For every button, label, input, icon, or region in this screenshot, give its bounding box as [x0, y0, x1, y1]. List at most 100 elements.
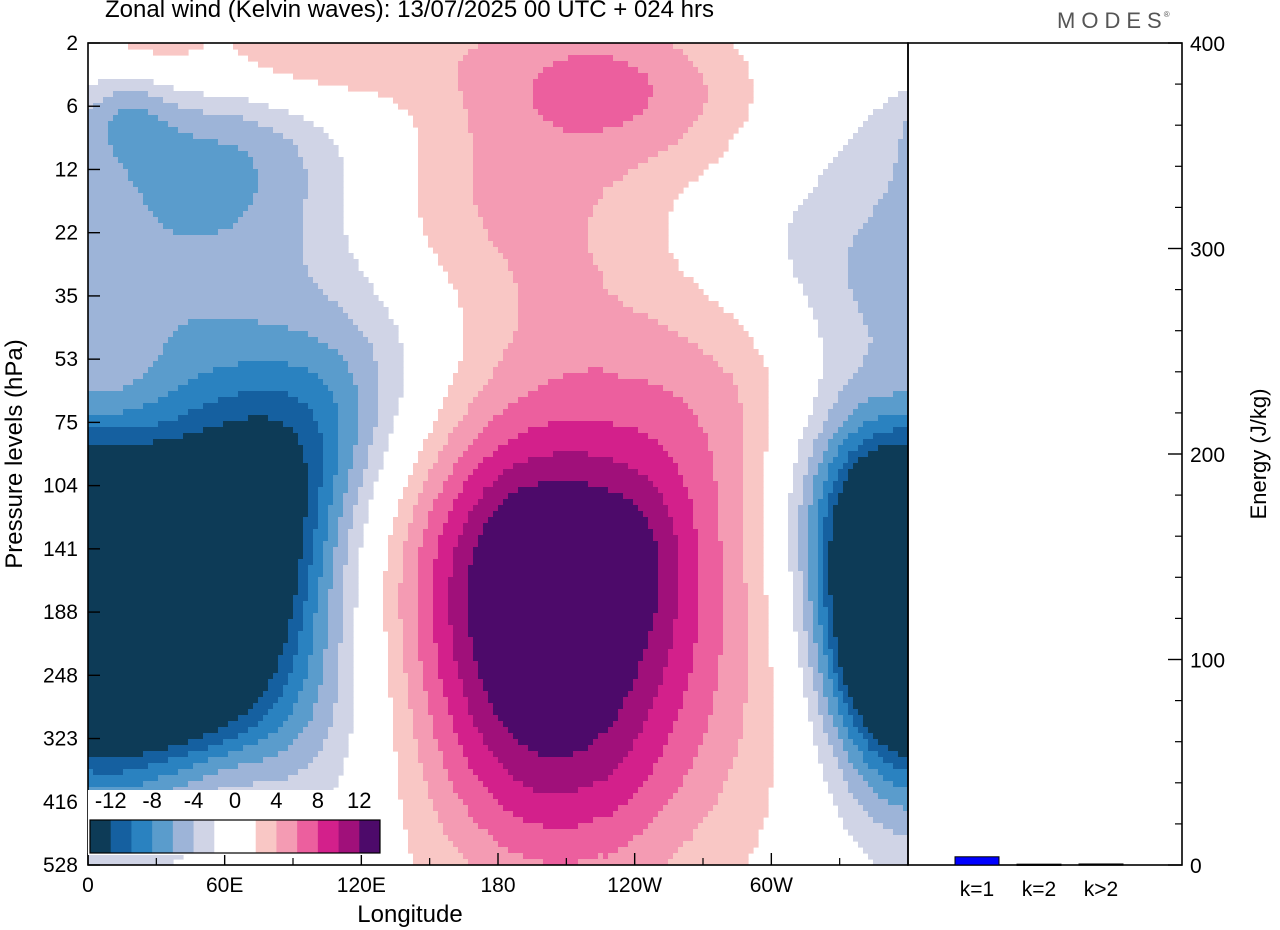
heatmap-cell	[403, 541, 424, 548]
heatmap-cell	[853, 235, 908, 242]
heatmap-cell	[328, 517, 339, 524]
heatmap-cell	[603, 127, 689, 134]
heatmap-cell	[478, 823, 544, 830]
heatmap-cell	[518, 289, 609, 296]
heatmap-cell	[698, 595, 724, 602]
heatmap-cell	[483, 523, 649, 530]
heatmap-cell	[318, 505, 329, 512]
heatmap-cell	[408, 679, 424, 686]
heatmap-cell	[418, 631, 434, 638]
heatmap-cell	[403, 487, 424, 494]
heatmap-cell	[313, 547, 324, 554]
heatmap-cell	[628, 841, 684, 848]
heatmap-cell	[333, 397, 359, 404]
y-axis-label: Pressure levels (hPa)	[1, 339, 28, 568]
heatmap-cell	[828, 619, 834, 626]
heatmap-cell	[438, 667, 459, 674]
heatmap-cell	[698, 583, 724, 590]
heatmap-cell	[303, 529, 314, 536]
colorbar-swatch	[317, 820, 339, 853]
heatmap-cell	[88, 529, 304, 536]
heatmap-cell	[843, 487, 908, 494]
heatmap-cell	[738, 391, 769, 398]
heatmap-cell	[348, 481, 364, 488]
heatmap-cell	[823, 601, 834, 608]
heatmap-cell	[808, 301, 859, 308]
heatmap-cell	[88, 421, 159, 428]
heatmap-cell	[688, 403, 744, 410]
heatmap-cell	[438, 451, 464, 458]
heatmap-cell	[88, 235, 304, 242]
heatmap-cell	[873, 337, 908, 344]
heatmap-cell	[333, 487, 349, 494]
heatmap-cell	[353, 445, 369, 452]
heatmap-cell	[873, 817, 908, 824]
heatmap-cell	[463, 745, 489, 752]
heatmap-cell	[693, 499, 719, 506]
heatmap-cell	[818, 529, 824, 536]
heatmap-cell	[303, 205, 344, 212]
heatmap-cell	[678, 469, 714, 476]
heatmap-cell	[703, 79, 754, 86]
heatmap-cell	[803, 589, 809, 596]
heatmap-cell	[483, 493, 509, 500]
heatmap-cell	[313, 649, 324, 656]
heatmap-cell	[413, 721, 434, 728]
heatmap-cell	[453, 505, 474, 512]
heatmap-cell	[293, 595, 309, 602]
heatmap-cell	[658, 565, 679, 572]
heatmap-cell	[818, 385, 844, 392]
y-tick-label: 6	[66, 95, 78, 118]
heatmap-cell	[623, 493, 664, 500]
heatmap-cell	[438, 811, 469, 818]
heatmap-cell	[538, 385, 664, 392]
heatmap-cell	[863, 715, 908, 722]
heatmap-cell	[318, 499, 334, 506]
heatmap-cell	[498, 361, 719, 368]
heatmap-cell	[713, 457, 744, 464]
heatmap-cell	[553, 451, 589, 458]
heatmap-cell	[813, 667, 819, 674]
heatmap-cell	[288, 715, 314, 722]
heatmap-cell	[318, 607, 329, 614]
heatmap-cell	[723, 613, 749, 620]
heatmap-cell	[703, 109, 749, 116]
heatmap-cell	[88, 475, 309, 482]
heatmap-cell	[323, 553, 334, 560]
heatmap-cell	[358, 403, 379, 410]
heatmap-cell	[393, 529, 409, 536]
heatmap-cell	[353, 463, 369, 470]
heatmap-cell	[313, 643, 329, 650]
heatmap-cell	[253, 193, 309, 200]
heatmap-cell	[588, 217, 669, 224]
heatmap-cell	[743, 463, 764, 470]
heatmap-cell	[323, 463, 339, 470]
heatmap-cell	[813, 721, 824, 728]
heatmap-cell	[303, 613, 314, 620]
heatmap-cell	[88, 541, 304, 548]
heatmap-cell	[488, 787, 534, 794]
heatmap-cell	[353, 511, 369, 518]
heatmap-cell	[88, 685, 269, 692]
heatmap-cell	[338, 679, 354, 686]
heatmap-cell	[813, 451, 824, 458]
heatmap-cell	[518, 313, 649, 320]
heatmap-cell	[88, 559, 299, 566]
heatmap-cell	[458, 457, 484, 464]
heatmap-cell	[338, 691, 354, 698]
heatmap-cell	[818, 577, 824, 584]
heatmap-cell	[828, 787, 849, 794]
heatmap-cell	[388, 535, 409, 542]
heatmap-cell	[493, 241, 589, 248]
heatmap-cell	[458, 739, 484, 746]
heatmap-cell	[283, 421, 319, 428]
y-tick-label: 2	[66, 32, 78, 55]
heatmap-cell	[863, 319, 908, 326]
heatmap-cell	[788, 229, 859, 236]
heatmap-cell	[823, 541, 829, 548]
heatmap-cell	[453, 655, 474, 662]
heatmap-cell	[88, 451, 304, 458]
heatmap-cell	[718, 529, 744, 536]
heatmap-cell	[818, 613, 829, 620]
heatmap-cell	[263, 691, 284, 698]
